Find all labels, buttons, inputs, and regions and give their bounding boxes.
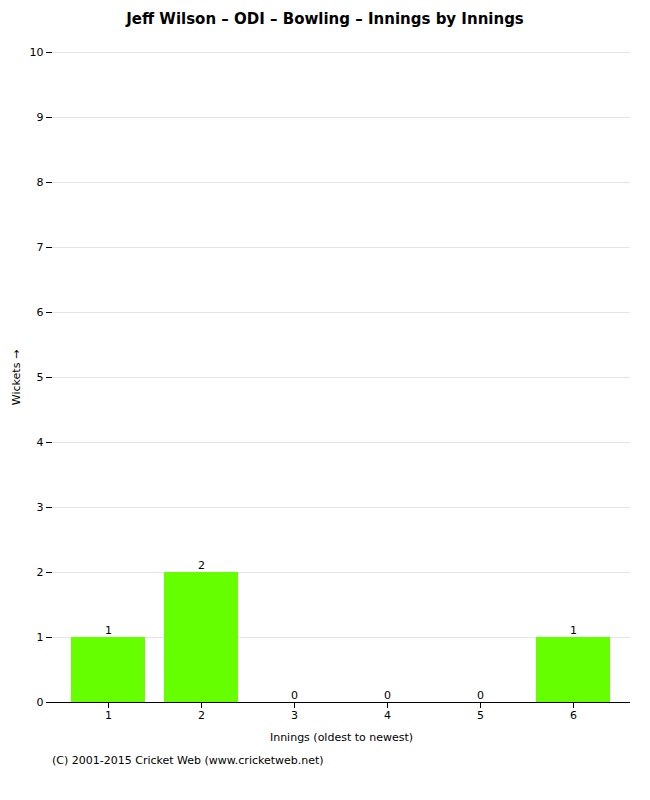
svg-text:Innings (oldest to newest): Innings (oldest to newest) bbox=[270, 731, 413, 744]
svg-text:0: 0 bbox=[477, 689, 484, 702]
svg-text:6: 6 bbox=[37, 306, 44, 319]
svg-text:1: 1 bbox=[570, 624, 577, 637]
svg-text:3: 3 bbox=[37, 501, 44, 514]
svg-text:6: 6 bbox=[570, 709, 577, 722]
svg-text:0: 0 bbox=[37, 696, 44, 709]
svg-text:1: 1 bbox=[37, 631, 44, 644]
svg-text:8: 8 bbox=[37, 176, 44, 189]
svg-text:1: 1 bbox=[105, 709, 112, 722]
svg-text:10: 10 bbox=[30, 46, 44, 59]
html-text:Jeff Wilson – ODI – Bowling –: Jeff Wilson – ODI – Bowling – Innings by… bbox=[126, 10, 524, 28]
svg-text:9: 9 bbox=[37, 111, 44, 124]
html-text:(C) 2001-2015 Cricket Web (www: (C) 2001-2015 Cricket Web (www.cricketwe… bbox=[52, 754, 324, 767]
svg-text:1: 1 bbox=[105, 624, 112, 637]
svg-text:2: 2 bbox=[37, 566, 44, 579]
svg-text:0: 0 bbox=[384, 689, 391, 702]
svg-text:3: 3 bbox=[291, 709, 298, 722]
svg-text:5: 5 bbox=[37, 371, 44, 384]
svg-text:Wickets →: Wickets → bbox=[10, 350, 23, 405]
svg-text:7: 7 bbox=[37, 241, 44, 254]
svg-text:4: 4 bbox=[384, 709, 391, 722]
svg-text:2: 2 bbox=[198, 709, 205, 722]
svg-text:2: 2 bbox=[198, 559, 205, 572]
svg-text:0: 0 bbox=[291, 689, 298, 702]
svg-text:4: 4 bbox=[37, 436, 44, 449]
svg-text:5: 5 bbox=[477, 709, 484, 722]
